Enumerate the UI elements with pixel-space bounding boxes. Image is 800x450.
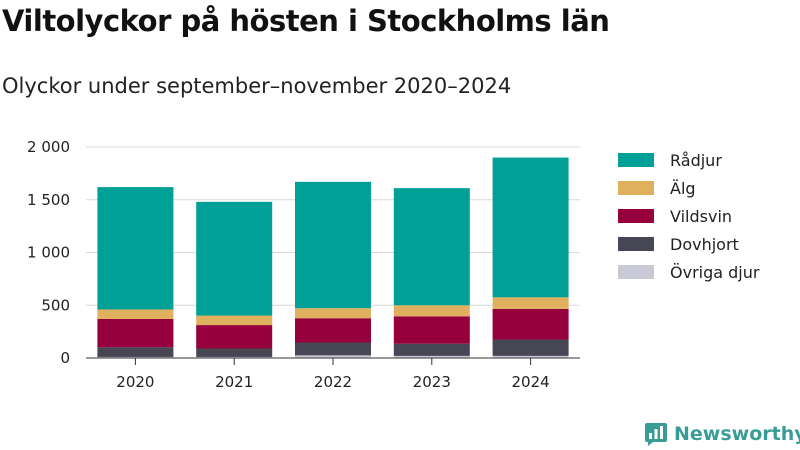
bar-segment-vildsvin [196, 325, 273, 349]
newsworthy-logo-icon [645, 423, 667, 446]
bar-segment-rådjur [393, 188, 470, 306]
bar-segment-älg [393, 305, 470, 317]
brand-name: Newsworthy [674, 423, 800, 445]
bar-segment-vildsvin [295, 318, 371, 343]
x-tick-label: 2022 [314, 373, 352, 391]
y-tick-label: 500 [41, 296, 70, 314]
bar-segment-älg [295, 308, 371, 319]
chart-legend: Rådjur Älg Vildsvin Dovhjort Övriga djur [618, 146, 759, 286]
y-tick-label: 1 500 [27, 191, 70, 209]
bar-segment-övriga-djur [295, 355, 371, 358]
bar-segment-dovhjort [196, 348, 273, 357]
bar-segment-övriga-djur [196, 356, 273, 358]
bar-segment-dovhjort [492, 339, 569, 356]
bar-segment-övriga-djur [97, 356, 174, 358]
legend-item: Älg [618, 174, 759, 202]
bar-series [97, 157, 569, 358]
bar-segment-rådjur [295, 181, 371, 309]
bar-segment-vildsvin [492, 308, 569, 340]
legend-swatch [618, 209, 654, 223]
legend-label: Rådjur [670, 150, 722, 170]
bar-segment-vildsvin [393, 316, 470, 344]
bar-segment-rådjur [492, 157, 569, 298]
y-tick-label: 1 000 [27, 244, 70, 262]
bar-segment-dovhjort [97, 347, 174, 357]
bar-segment-övriga-djur [492, 355, 569, 358]
legend-item: Dovhjort [618, 230, 759, 258]
bar-segment-rådjur [97, 187, 174, 310]
legend-item: Övriga djur [618, 258, 759, 286]
x-tick-label: 2023 [413, 373, 451, 391]
legend-label: Älg [670, 178, 696, 198]
bar-segment-dovhjort [295, 342, 371, 356]
bar-segment-vildsvin [97, 318, 174, 348]
brand: Newsworthy [644, 421, 800, 447]
legend-label: Vildsvin [670, 206, 733, 226]
chart-title: Viltolyckor på hösten i Stockholms län [2, 4, 610, 38]
x-tick-label: 2024 [512, 373, 550, 391]
bar-segment-dovhjort [393, 343, 470, 356]
y-axis-ticks: 0 500 1 000 1 500 2 000 [27, 138, 70, 367]
x-tick-label: 2020 [116, 373, 154, 391]
x-axis-ticks: 2020 2021 2022 2023 2024 [116, 358, 550, 391]
x-tick-label: 2021 [215, 373, 253, 391]
y-tick-label: 2 000 [27, 138, 70, 156]
bar-segment-rådjur [196, 201, 273, 316]
legend-label: Övriga djur [670, 262, 760, 282]
bar-segment-älg [196, 315, 273, 326]
legend-swatch [618, 265, 654, 279]
bar-segment-älg [97, 309, 174, 319]
legend-label: Dovhjort [670, 234, 739, 254]
bar-segment-övriga-djur [393, 355, 470, 358]
legend-item: Rådjur [618, 146, 759, 174]
bar-segment-älg [492, 297, 569, 309]
legend-swatch [618, 181, 654, 195]
legend-swatch [618, 153, 654, 167]
y-tick-label: 0 [60, 349, 70, 367]
legend-swatch [618, 237, 654, 251]
legend-item: Vildsvin [618, 202, 759, 230]
chart-subtitle: Olyckor under september–november 2020–20… [2, 74, 512, 98]
